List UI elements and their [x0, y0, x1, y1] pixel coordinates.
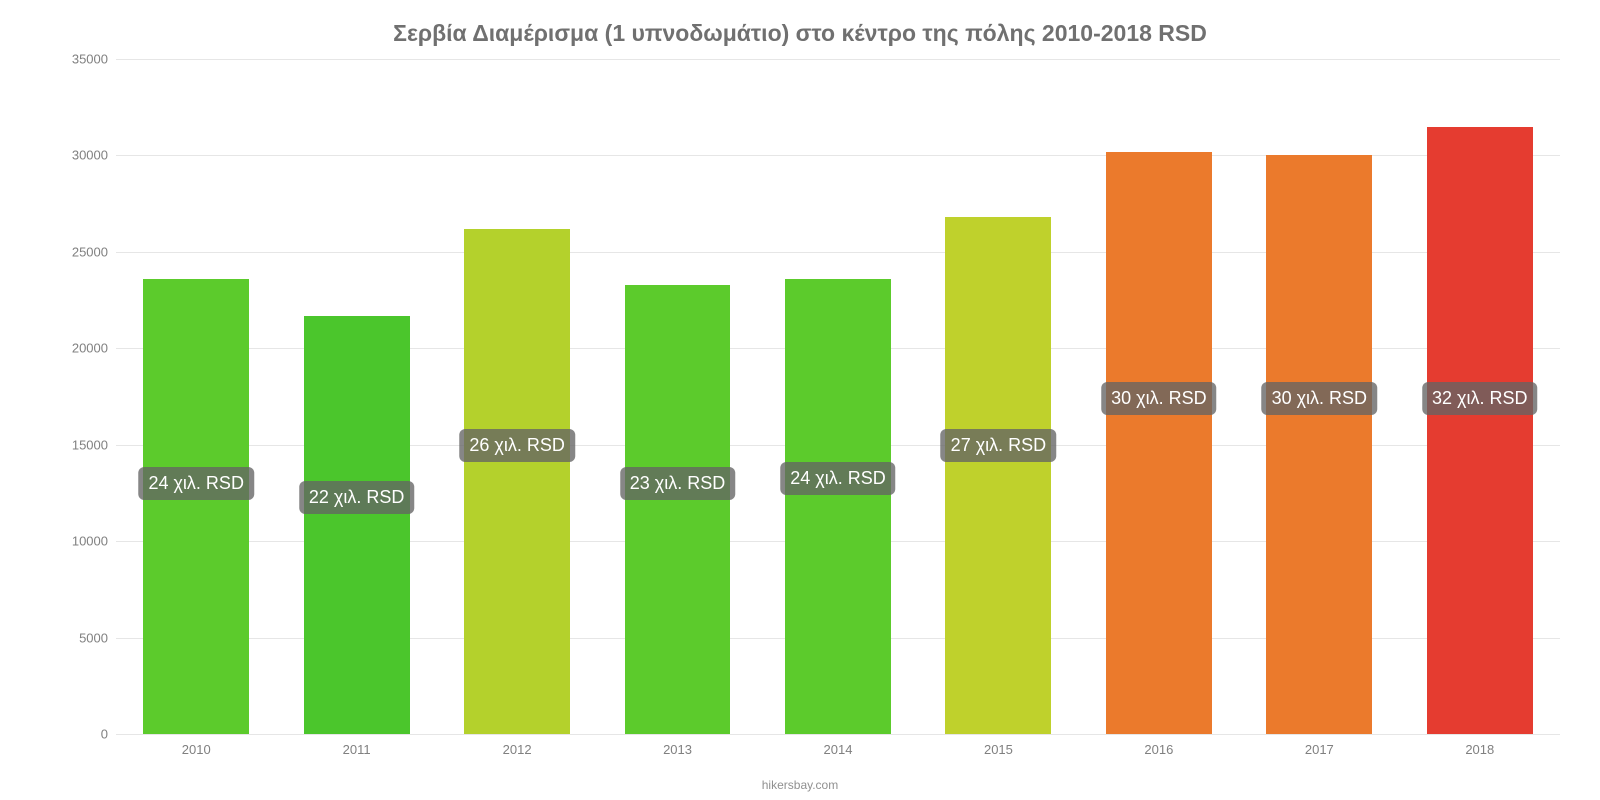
value-label: 22 χιλ. RSD	[299, 481, 414, 514]
y-tick-label: 25000	[60, 244, 108, 259]
value-label: 30 χιλ. RSD	[1262, 382, 1377, 415]
x-tick-label: 2013	[625, 742, 731, 757]
value-label: 32 χιλ. RSD	[1422, 382, 1537, 415]
value-label: 26 χιλ. RSD	[459, 429, 574, 462]
x-tick-label: 2017	[1266, 742, 1372, 757]
value-label: 24 χιλ. RSD	[138, 467, 253, 500]
y-tick-label: 0	[60, 727, 108, 742]
bar-slot: 201024 χιλ. RSD	[143, 59, 249, 734]
chart-title: Σερβία Διαμέρισμα (1 υπνοδωμάτιο) στο κέ…	[40, 20, 1560, 47]
x-tick-label: 2012	[464, 742, 570, 757]
bar-slot: 201424 χιλ. RSD	[785, 59, 891, 734]
bar	[785, 279, 891, 734]
bar-slot: 201323 χιλ. RSD	[625, 59, 731, 734]
bar	[1427, 127, 1533, 735]
bar-slot: 201527 χιλ. RSD	[945, 59, 1051, 734]
plot-area: 05000100001500020000250003000035000 2010…	[60, 59, 1560, 734]
bar	[304, 316, 410, 735]
bar-slot: 201630 χιλ. RSD	[1106, 59, 1212, 734]
y-tick-label: 35000	[60, 52, 108, 67]
x-tick-label: 2018	[1427, 742, 1533, 757]
bar-slot: 201122 χιλ. RSD	[304, 59, 410, 734]
y-axis: 05000100001500020000250003000035000	[60, 59, 116, 734]
y-tick-label: 5000	[60, 630, 108, 645]
bar	[143, 279, 249, 734]
grid-line	[116, 734, 1560, 735]
x-tick-label: 2015	[945, 742, 1051, 757]
bar	[1106, 152, 1212, 734]
bar-slot: 201226 χιλ. RSD	[464, 59, 570, 734]
bar	[1266, 155, 1372, 734]
bar	[464, 229, 570, 734]
bars-area: 201024 χιλ. RSD 201122 χιλ. RSD 201226 χιλ…	[116, 59, 1560, 734]
bar	[625, 285, 731, 734]
x-tick-label: 2014	[785, 742, 891, 757]
y-tick-label: 30000	[60, 148, 108, 163]
chart-container: Σερβία Διαμέρισμα (1 υπνοδωμάτιο) στο κέ…	[0, 0, 1600, 800]
y-tick-label: 10000	[60, 534, 108, 549]
value-label: 24 χιλ. RSD	[780, 462, 895, 495]
value-label: 30 χιλ. RSD	[1101, 382, 1216, 415]
bar	[945, 217, 1051, 734]
y-tick-label: 15000	[60, 437, 108, 452]
value-label: 27 χιλ. RSD	[941, 429, 1056, 462]
bar-slot: 201832 χιλ. RSD	[1427, 59, 1533, 734]
bar-slot: 201730 χιλ. RSD	[1266, 59, 1372, 734]
x-tick-label: 2010	[143, 742, 249, 757]
value-label: 23 χιλ. RSD	[620, 467, 735, 500]
y-tick-label: 20000	[60, 341, 108, 356]
x-tick-label: 2016	[1106, 742, 1212, 757]
attribution: hikersbay.com	[762, 778, 838, 792]
x-tick-label: 2011	[304, 742, 410, 757]
